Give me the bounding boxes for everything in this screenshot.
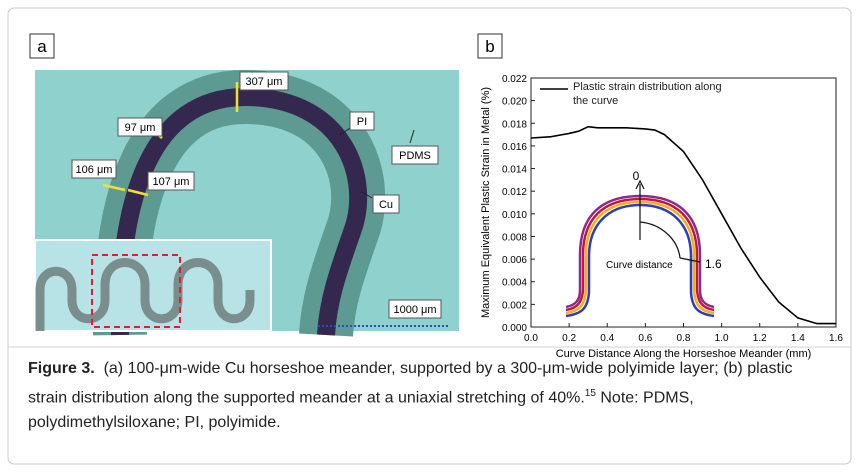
arrow (639, 221, 681, 259)
measure-line (102, 183, 126, 192)
inset-arrows (635, 179, 701, 263)
pointer (409, 129, 415, 144)
x-tick-label: 0.6 (638, 333, 652, 344)
inset-meander (35, 258, 255, 331)
x-tick-label: 0.0 (524, 333, 538, 344)
legend-text: Plastic strain distribution along the cu… (573, 81, 722, 107)
caption-text: (a) 100-μm-wide Cu horseshoe meander, su… (28, 360, 793, 407)
y-tick-label: 0.022 (502, 74, 527, 85)
x-axis-label: Curve Distance Along the Horseshoe Meand… (556, 348, 812, 360)
pointer (339, 127, 351, 136)
x-tick-label: 1.0 (715, 333, 729, 344)
panel-label: a (37, 37, 47, 56)
x-tick-label: 1.6 (829, 333, 843, 344)
caption-note: Note: PDMS, polydimethylsiloxane; PI, po… (28, 389, 694, 432)
annotation-box (239, 71, 289, 91)
y-tick-label: 0.006 (502, 255, 527, 266)
x-tick-label: 1.2 (753, 333, 767, 344)
arrow-head (635, 179, 645, 190)
annotation: 97 μm (125, 122, 156, 134)
x-tick-label: 0.4 (600, 333, 614, 344)
y-tick-label: 0.018 (502, 119, 527, 130)
measure-line (127, 188, 149, 197)
y-axis-label: Maximum Equivalent Plastic Strain in Met… (480, 87, 492, 318)
annotation-box (71, 159, 117, 179)
y-tick-label: 0.000 (502, 323, 527, 334)
scale-bar-label: 1000 μm (393, 304, 436, 316)
y-tick-label: 0.004 (502, 278, 527, 289)
pointer (361, 191, 373, 199)
y-tick-label: 0.014 (502, 165, 527, 176)
caption: Figure 3. (a) 100-μm-wide Cu horseshoe m… (28, 356, 836, 435)
y-tick-label: 0.002 (502, 300, 527, 311)
x-tick-label: 1.4 (791, 333, 805, 344)
annotation: 107 μm (153, 176, 190, 188)
annotation-box (349, 111, 375, 131)
inset-highlight (91, 254, 181, 328)
x-tick-label: 0.2 (562, 333, 576, 344)
annotation: PI (357, 116, 367, 128)
arrow (679, 257, 701, 263)
y-tick-label: 0.016 (502, 142, 527, 153)
caption-label: Figure 3. (28, 360, 95, 377)
annotation: 106 μm (76, 164, 113, 176)
annotation: PDMS (399, 150, 431, 162)
annotation: 307 μm (246, 76, 283, 88)
annotation-box (117, 117, 163, 137)
scale-bar-box (388, 299, 442, 319)
annotation: Cu (379, 199, 393, 211)
inset-annotation: Curve distance (606, 260, 673, 271)
y-tick-label: 0.008 (502, 232, 527, 243)
annotation-box (147, 171, 195, 191)
inset-annotation: 1.6 (705, 257, 722, 271)
inset-annotation: 0 (633, 169, 640, 183)
annotation-box (372, 194, 400, 214)
y-tick-label: 0.020 (502, 97, 527, 108)
panel-label-box (477, 33, 503, 59)
annotation-box (391, 145, 439, 165)
y-tick-label: 0.010 (502, 210, 527, 221)
panel-label-box (29, 33, 55, 59)
y-tick-label: 0.012 (502, 187, 527, 198)
x-tick-label: 0.8 (677, 333, 691, 344)
data-line (530, 125, 836, 325)
caption-reference: 15 (584, 388, 596, 399)
panel-label: b (485, 37, 494, 56)
